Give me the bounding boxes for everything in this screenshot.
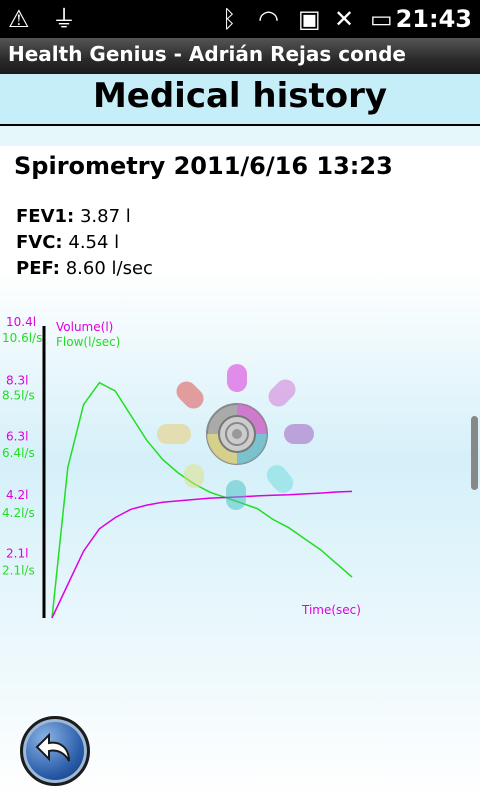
metric-value: 3.87 l <box>79 206 131 227</box>
scrollbar-thumb[interactable] <box>471 416 478 490</box>
usb-icon: ⏚ <box>52 5 76 33</box>
back-button[interactable] <box>20 716 90 786</box>
spirometry-chart: 2.1l 4.2l 6.3l 8.3l 10.4l 2.1l/s 4.2l/s 6.4l/s 8… <box>2 315 361 619</box>
volume-tick-label: 2.1l <box>6 546 28 560</box>
back-arrow-icon <box>35 732 70 762</box>
metric-label: FEV1: <box>16 206 75 227</box>
battery-icon: ▭ <box>370 5 393 33</box>
legend-flow: Flow(l/sec) <box>56 335 120 349</box>
flow-series-line <box>51 381 353 619</box>
warning-icon: ⚠ <box>8 5 30 33</box>
loading-spinner-icon <box>157 364 314 510</box>
volume-tick-label: 4.2l <box>6 488 28 502</box>
header-divider <box>0 126 480 146</box>
page-header: Medical history <box>0 74 480 127</box>
x-axis-label: Time(sec) <box>301 603 361 617</box>
flow-tick-label: 10.6l/s <box>2 331 42 345</box>
metric-label: PEF: <box>16 258 60 279</box>
volume-tick-label: 8.3l <box>6 374 28 388</box>
sd-card-icon: ▣ <box>298 5 321 33</box>
legend-volume: Volume(l) <box>56 320 113 334</box>
metric-pef: PEF: 8.60 l/sec <box>16 258 153 279</box>
metric-fev1: FEV1: 3.87 l <box>16 206 131 227</box>
volume-series-line <box>51 490 353 619</box>
wifi-icon: ◠ <box>258 5 279 33</box>
metric-fvc: FVC: 4.54 l <box>16 232 119 253</box>
app-title-bar: Health Genius - Adrián Rejas conde <box>0 38 480 74</box>
metric-value: 8.60 l/sec <box>65 258 153 279</box>
volume-tick-label: 10.4l <box>6 315 36 329</box>
page-title: Medical history <box>92 76 388 116</box>
flow-tick-label: 2.1l/s <box>2 564 35 578</box>
status-time: 21:43 <box>395 5 472 33</box>
flow-tick-label: 8.5l/s <box>2 388 35 402</box>
no-signal-icon: ✕ <box>334 5 355 33</box>
volume-tick-label: 6.3l <box>6 429 28 443</box>
metric-value: 4.54 l <box>68 232 120 253</box>
metric-label: FVC: <box>16 232 63 253</box>
app-title: Health Genius - Adrián Rejas conde <box>8 42 406 66</box>
flow-tick-label: 4.2l/s <box>2 506 35 520</box>
flow-tick-label: 6.4l/s <box>2 446 35 460</box>
status-bar: ⚠ ⏚ ᛒ ◠ ▣ ✕ ▭ 21:43 <box>0 0 480 38</box>
bluetooth-icon: ᛒ <box>222 5 237 33</box>
test-title: Spirometry 2011/6/16 13:23 <box>14 152 393 180</box>
